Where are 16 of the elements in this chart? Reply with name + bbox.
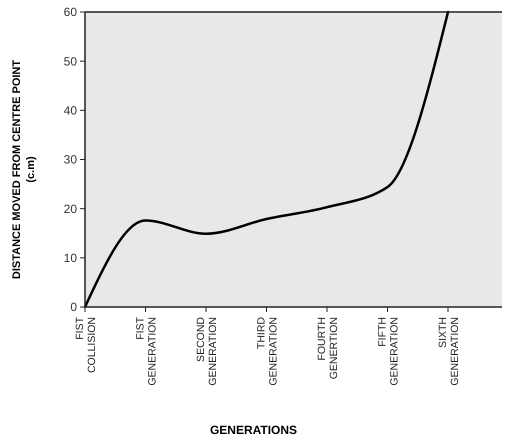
x-axis-title: GENERATIONS	[210, 423, 298, 437]
y-tick-label: 30	[64, 152, 78, 167]
y-axis-title: DISTANCE MOVED FROM CENTRE POINT (c.m)	[11, 60, 37, 280]
x-tick-label: FIST GENERATION	[134, 316, 158, 386]
x-tick-label: FOURTH GENERTION	[316, 317, 340, 380]
y-tick-label: 50	[64, 54, 78, 68]
x-tick-label: FIST COLLISION	[74, 316, 98, 374]
y-tick-label: 60	[64, 5, 78, 20]
x-tick-label: FIFTH GENERATION	[376, 317, 400, 386]
x-tick-label: SIXTH GENERATION	[437, 317, 461, 386]
y-tick-label: 40	[64, 104, 78, 118]
y-tick-label: 10	[64, 251, 78, 266]
x-tick-label: SECOND GENERATION	[195, 316, 219, 386]
x-tick-label: THIRD GENERATION	[256, 316, 280, 386]
y-tick-label: 0	[70, 300, 78, 314]
y-tick-label: 20	[64, 202, 78, 216]
